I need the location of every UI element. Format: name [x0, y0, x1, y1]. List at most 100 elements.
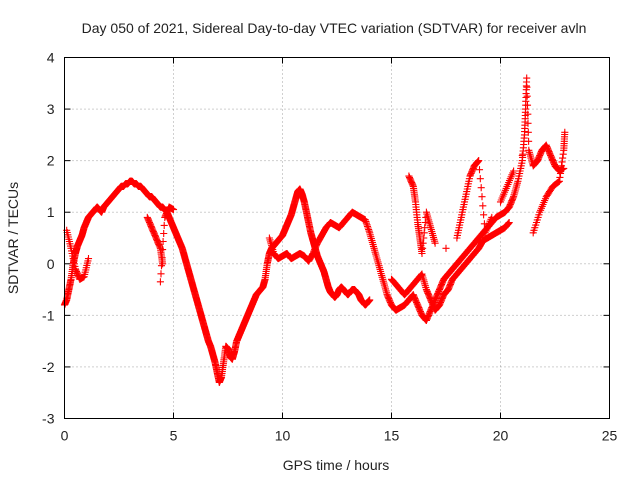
data-point	[425, 310, 433, 318]
data-point	[478, 193, 486, 201]
data-point	[433, 292, 441, 300]
data-point	[517, 162, 525, 170]
data-point	[436, 298, 445, 307]
y-tick-label: -1	[42, 307, 55, 323]
data-point	[554, 178, 563, 186]
data-point	[427, 296, 435, 304]
x-tick-label: 20	[493, 428, 509, 444]
data-marks	[60, 74, 569, 386]
data-point	[456, 221, 464, 229]
grid	[64, 57, 610, 419]
data-point	[453, 231, 461, 239]
data-point	[436, 283, 445, 291]
data-point	[506, 200, 514, 209]
data-point	[458, 208, 466, 216]
data-point	[159, 237, 167, 246]
data-point	[469, 166, 477, 174]
data-point	[312, 243, 320, 251]
data-point	[309, 249, 317, 258]
data-point	[561, 128, 569, 136]
data-point	[509, 194, 517, 202]
data-point	[532, 221, 540, 229]
data-point	[408, 180, 416, 188]
data-point	[556, 173, 564, 181]
data-point	[158, 254, 166, 262]
data-point	[442, 244, 450, 252]
data-point	[531, 224, 539, 232]
data-point	[465, 175, 473, 183]
data-point	[418, 249, 426, 258]
data-point	[421, 224, 429, 232]
data-point	[476, 175, 484, 183]
data-point	[530, 226, 538, 234]
data-point	[70, 260, 78, 268]
data-point	[405, 172, 413, 180]
data-point	[525, 137, 533, 145]
data-point	[505, 218, 513, 227]
data-point	[161, 212, 169, 220]
data-point	[145, 218, 154, 227]
data-point	[160, 221, 168, 229]
data-point	[523, 83, 531, 91]
data-point	[454, 226, 463, 234]
data-point	[475, 157, 483, 165]
data-point	[411, 295, 419, 303]
data-point	[523, 74, 531, 82]
y-tick-label: 1	[47, 204, 55, 220]
data-point	[445, 284, 453, 292]
y-axis-label: SDTVAR / TECUs	[5, 182, 21, 294]
data-point	[523, 92, 531, 100]
x-axis-label: GPS time / hours	[283, 457, 390, 473]
data-point	[419, 239, 427, 247]
plot-frame	[64, 57, 610, 419]
chart-title: Day 050 of 2021, Sidereal Day-to-day VTE…	[82, 20, 587, 36]
data-point	[425, 292, 433, 300]
data-point	[524, 119, 532, 127]
data-point	[151, 233, 160, 241]
data-point	[160, 229, 168, 238]
data-point	[536, 151, 544, 160]
data-point	[524, 110, 532, 118]
data-point	[84, 255, 93, 263]
data-point	[424, 289, 432, 297]
data-point	[73, 269, 81, 277]
data-point	[547, 151, 555, 160]
data-point	[480, 211, 488, 219]
data-point	[504, 220, 512, 228]
data-point	[515, 172, 523, 180]
data-point	[516, 167, 524, 175]
x-tick-label: 0	[61, 428, 69, 444]
data-point	[72, 266, 80, 274]
data-point	[508, 197, 516, 205]
data-point	[438, 296, 446, 304]
data-point	[150, 230, 158, 238]
data-point	[549, 157, 557, 165]
data-point	[144, 216, 152, 224]
data-point	[475, 166, 484, 174]
data-point	[532, 218, 541, 227]
x-tick-label: 10	[275, 428, 291, 444]
data-point	[510, 167, 518, 175]
data-point	[534, 213, 542, 221]
data-point	[416, 306, 424, 314]
data-point	[535, 211, 543, 219]
data-point	[477, 184, 485, 192]
data-point	[518, 151, 526, 160]
data-point	[153, 235, 161, 243]
data-point	[557, 162, 566, 170]
data-point	[383, 291, 391, 299]
data-point	[156, 278, 164, 286]
data-point	[559, 154, 567, 162]
data-point	[157, 270, 165, 278]
data-point	[446, 282, 454, 290]
data-point	[545, 149, 554, 157]
data-point	[159, 246, 167, 254]
y-tick-label: -2	[42, 359, 55, 375]
data-point	[423, 315, 431, 323]
data-point	[459, 203, 467, 211]
data-point	[435, 287, 443, 295]
data-point	[410, 292, 418, 300]
data-point	[162, 209, 170, 218]
y-tick-label: -3	[42, 411, 55, 427]
data-point	[310, 247, 318, 255]
